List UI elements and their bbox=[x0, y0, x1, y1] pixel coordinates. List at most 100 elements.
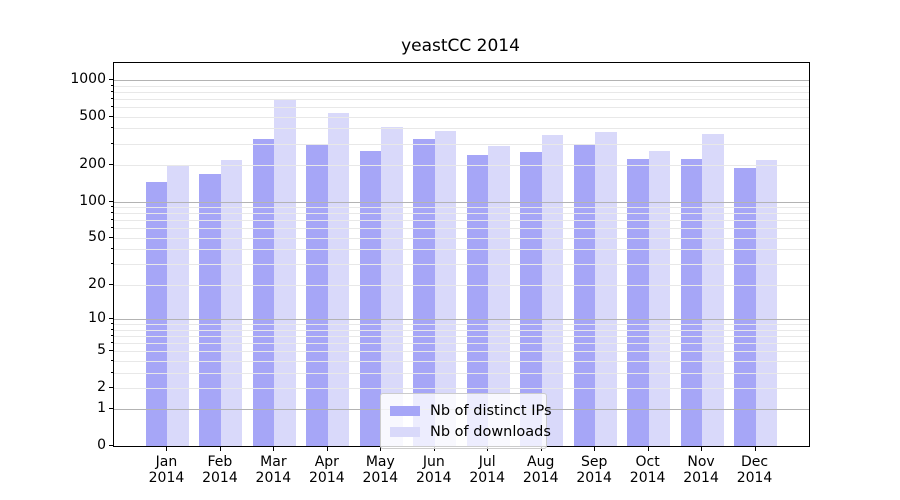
legend-item-distinct-ips: Nb of distinct IPs bbox=[390, 400, 552, 421]
bar-downloads-mar bbox=[274, 99, 296, 446]
y-tick-label-5: 5 bbox=[97, 342, 106, 359]
bar-distinct-ips-jan bbox=[145, 181, 168, 446]
x-tick-mark bbox=[327, 447, 328, 451]
bar-distinct-ips-mar bbox=[252, 138, 275, 446]
gridline-10 bbox=[114, 319, 809, 320]
bar-downloads-nov bbox=[702, 133, 724, 446]
bars-layer bbox=[114, 63, 809, 446]
bar-distinct-ips-nov bbox=[680, 158, 703, 446]
y-minor-tick-mark bbox=[111, 360, 113, 361]
gridline-3 bbox=[114, 373, 809, 374]
bar-downloads-may bbox=[381, 127, 403, 446]
bar-downloads-jul bbox=[488, 146, 510, 446]
gridline-70 bbox=[114, 220, 809, 221]
gridline-700 bbox=[114, 99, 809, 100]
y-tick-label-100: 100 bbox=[79, 192, 106, 209]
y-minor-tick-mark bbox=[111, 248, 113, 249]
y-minor-tick-mark bbox=[111, 372, 113, 373]
gridline-5 bbox=[114, 351, 809, 352]
y-minor-tick-mark bbox=[111, 98, 113, 99]
grid-layer bbox=[114, 63, 809, 446]
gridline-7 bbox=[114, 336, 809, 337]
y-tick-mark bbox=[109, 201, 113, 202]
x-tick-label-jun: Jun 2014 bbox=[415, 454, 452, 486]
x-tick-mark bbox=[380, 447, 381, 451]
x-tick-label-oct: Oct 2014 bbox=[629, 454, 666, 486]
legend-swatch-distinct-ips bbox=[390, 405, 420, 416]
gridline-600 bbox=[114, 107, 809, 108]
gridline-300 bbox=[114, 144, 809, 145]
gridline-800 bbox=[114, 92, 809, 93]
bar-distinct-ips-jun bbox=[413, 139, 435, 446]
chart-title: yeastCC 2014 bbox=[401, 36, 520, 56]
y-minor-tick-mark bbox=[111, 263, 113, 264]
x-tick-label-mar: Mar 2014 bbox=[255, 454, 292, 486]
y-minor-tick-mark bbox=[111, 329, 113, 330]
x-tick-mark bbox=[220, 447, 221, 451]
bar-downloads-feb bbox=[220, 159, 243, 446]
y-minor-tick-mark bbox=[111, 342, 113, 343]
y-minor-tick-mark bbox=[111, 212, 113, 213]
x-tick-label-sep: Sep 2014 bbox=[576, 454, 612, 486]
y-minor-tick-mark bbox=[111, 350, 113, 351]
gridline-6 bbox=[114, 343, 809, 344]
bar-downloads-oct bbox=[648, 151, 671, 446]
x-tick-mark bbox=[701, 447, 702, 451]
y-tick-label-2: 2 bbox=[97, 378, 106, 395]
y-minor-tick-mark bbox=[111, 387, 113, 388]
gridline-400 bbox=[114, 128, 809, 129]
bar-distinct-ips-may bbox=[359, 151, 382, 446]
x-tick-mark bbox=[434, 447, 435, 451]
y-minor-tick-mark bbox=[111, 164, 113, 165]
gridline-20 bbox=[114, 285, 809, 286]
gridline-50 bbox=[114, 238, 809, 239]
legend-swatch-downloads bbox=[390, 426, 420, 437]
y-minor-tick-mark bbox=[111, 116, 113, 117]
y-minor-tick-mark bbox=[111, 227, 113, 228]
gridline-90 bbox=[114, 207, 809, 208]
bar-downloads-apr bbox=[327, 112, 350, 446]
gridline-100 bbox=[114, 202, 809, 203]
y-tick-mark bbox=[109, 445, 113, 446]
x-tick-mark bbox=[594, 447, 595, 451]
gridline-1000 bbox=[114, 80, 809, 81]
x-tick-label-feb: Feb 2014 bbox=[202, 454, 238, 486]
y-minor-tick-mark bbox=[111, 85, 113, 86]
bar-distinct-ips-aug bbox=[520, 152, 542, 446]
bar-distinct-ips-dec bbox=[734, 167, 756, 446]
x-tick-label-jan: Jan 2014 bbox=[148, 454, 185, 486]
y-tick-label-20: 20 bbox=[88, 275, 106, 292]
gridline-8 bbox=[114, 330, 809, 331]
gridline-900 bbox=[114, 86, 809, 87]
y-minor-tick-mark bbox=[111, 206, 113, 207]
bar-downloads-jun bbox=[434, 130, 457, 446]
bar-distinct-ips-feb bbox=[199, 173, 221, 446]
gridline-4 bbox=[114, 361, 809, 362]
y-minor-tick-mark bbox=[111, 335, 113, 336]
y-minor-tick-mark bbox=[111, 284, 113, 285]
y-tick-mark bbox=[109, 79, 113, 80]
y-minor-tick-mark bbox=[111, 237, 113, 238]
y-tick-mark bbox=[109, 318, 113, 319]
y-minor-tick-mark bbox=[111, 106, 113, 107]
y-tick-label-50: 50 bbox=[88, 228, 106, 245]
gridline-500 bbox=[114, 117, 809, 118]
x-tick-mark bbox=[755, 447, 756, 451]
x-tick-label-nov: Nov 2014 bbox=[683, 454, 719, 486]
x-tick-mark bbox=[487, 447, 488, 451]
y-tick-mark bbox=[109, 408, 113, 409]
y-minor-tick-mark bbox=[111, 91, 113, 92]
y-tick-label-200: 200 bbox=[79, 156, 106, 173]
y-minor-tick-mark bbox=[111, 143, 113, 144]
y-minor-tick-mark bbox=[111, 219, 113, 220]
bar-distinct-ips-oct bbox=[627, 159, 649, 446]
y-minor-tick-mark bbox=[111, 127, 113, 128]
gridline-2 bbox=[114, 388, 809, 389]
y-tick-label-0: 0 bbox=[97, 437, 106, 453]
gridline-40 bbox=[114, 249, 809, 250]
legend-label-distinct-ips: Nb of distinct IPs bbox=[430, 402, 552, 419]
gridline-80 bbox=[114, 213, 809, 214]
bar-downloads-jan bbox=[167, 165, 189, 446]
bar-distinct-ips-sep bbox=[573, 143, 596, 446]
